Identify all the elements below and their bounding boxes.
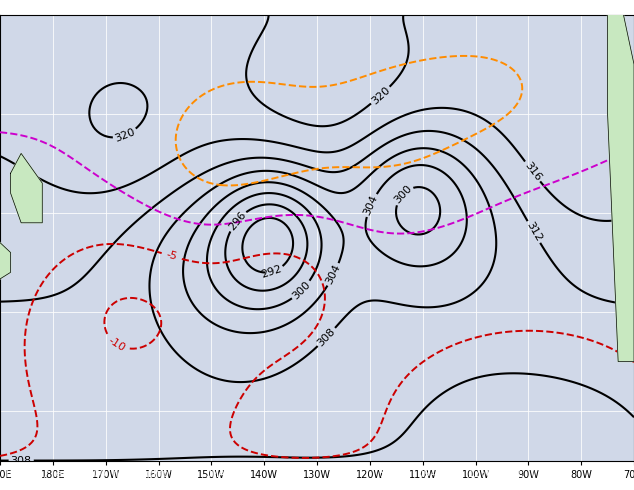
Text: Height/Temp. 700 hPa [gdmp][°C] JMA: Height/Temp. 700 hPa [gdmp][°C] JMA — [6, 469, 225, 479]
Polygon shape — [11, 153, 42, 223]
Polygon shape — [0, 243, 11, 282]
Polygon shape — [607, 0, 634, 362]
Text: 296: 296 — [226, 209, 248, 232]
Text: ©weatheronline.co.uk: ©weatheronline.co.uk — [521, 481, 621, 490]
Text: 316: 316 — [522, 160, 543, 183]
Text: Sa 21-09-2024 12:00 UTC (12+24): Sa 21-09-2024 12:00 UTC (12+24) — [380, 469, 574, 479]
Text: 308: 308 — [11, 456, 32, 466]
Text: -5: -5 — [165, 250, 178, 263]
Text: 300: 300 — [290, 279, 313, 301]
Text: 292: 292 — [260, 264, 283, 280]
Text: 300: 300 — [392, 183, 414, 205]
Text: 312: 312 — [524, 220, 543, 244]
Text: 304: 304 — [325, 263, 343, 286]
Text: -10: -10 — [107, 335, 127, 353]
Text: 304: 304 — [362, 194, 380, 217]
Text: 308: 308 — [316, 326, 337, 348]
Text: 320: 320 — [113, 126, 137, 144]
Text: 320: 320 — [370, 85, 392, 106]
